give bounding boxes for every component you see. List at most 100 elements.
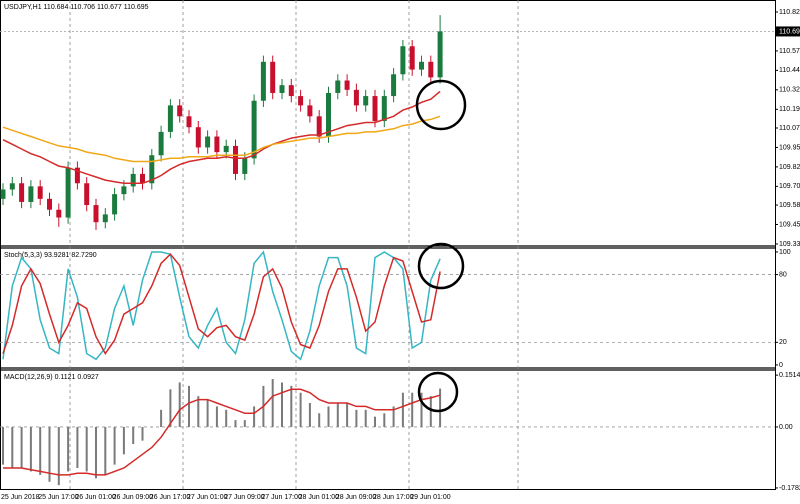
- histogram-bar: [11, 426, 14, 469]
- candle-body: [344, 80, 350, 90]
- y-tick-label: 109.825: [779, 164, 800, 171]
- candle-body: [9, 183, 15, 190]
- x-tick-label: 29 Jun 01:00: [410, 494, 451, 501]
- candle-body: [316, 116, 322, 137]
- series-line: [3, 388, 441, 476]
- histogram-bar: [234, 420, 237, 427]
- panel-title: USDJPY,H1 110.684 110.706 110.677 110.69…: [4, 4, 149, 11]
- y-tick-label: -0.1782: [779, 485, 800, 492]
- candle-body: [37, 186, 43, 199]
- histogram-bar: [104, 426, 107, 475]
- y-tick-label: 109.580: [779, 202, 800, 209]
- y-tick-label: 110.075: [779, 125, 800, 132]
- x-tick-label: 26 Jun 09:00: [113, 494, 154, 501]
- candle-body: [65, 167, 71, 218]
- histogram-bar: [225, 409, 228, 427]
- x-tick-label: 28 Jun 01:00: [299, 494, 340, 501]
- candle-body: [177, 105, 183, 117]
- y-tick-label: 0: [779, 362, 783, 369]
- candle-body: [158, 131, 164, 156]
- histogram-bar: [411, 392, 414, 427]
- y-tick-label: 0.1514: [779, 372, 800, 379]
- panel-title: MACD(12,26,9) 0.1121 0.0927: [4, 374, 99, 381]
- histogram-bar: [429, 396, 432, 427]
- y-tick-label: 0.00: [779, 424, 793, 431]
- x-tick-label: 26 Jun 17:00: [150, 494, 191, 501]
- candle-body: [167, 105, 173, 132]
- y-tick-label: 109.700: [779, 183, 800, 190]
- series-line: [2, 250, 441, 361]
- histogram-bar: [253, 406, 256, 427]
- histogram-bar: [48, 426, 51, 482]
- histogram-bar: [355, 409, 358, 427]
- candle-body: [372, 96, 378, 121]
- candle-body: [84, 183, 90, 206]
- current-price-box: [776, 26, 800, 37]
- histogram-bar: [420, 392, 423, 427]
- candle-body: [121, 186, 127, 195]
- histogram-bar: [132, 426, 135, 445]
- histogram-bar: [188, 385, 190, 427]
- candle-body: [428, 61, 434, 78]
- candle-body: [93, 205, 99, 223]
- series-line: [2, 253, 441, 356]
- candle-body: [205, 136, 211, 148]
- candle-body: [0, 189, 6, 199]
- histogram-bar: [439, 388, 442, 427]
- x-tick-label: 25 Jun 17:00: [38, 494, 79, 501]
- y-tick-label: 109.950: [779, 144, 800, 151]
- candle-body: [381, 96, 387, 121]
- candle-body: [19, 183, 25, 202]
- candle-body: [242, 158, 248, 174]
- x-tick-label: 27 Jun 01:00: [187, 494, 228, 501]
- x-tick-label: 28 Jun 09:00: [336, 494, 377, 501]
- x-tick-label: 27 Jun 17:00: [261, 494, 302, 501]
- candle-body: [437, 31, 443, 78]
- candle-body: [112, 194, 118, 215]
- histogram-bar: [113, 426, 116, 465]
- candle-body: [47, 198, 52, 210]
- candle-body: [391, 74, 397, 97]
- candle-body: [363, 96, 369, 106]
- histogram-bar: [336, 402, 339, 427]
- histogram-bar: [243, 420, 246, 427]
- candle-body: [195, 127, 201, 148]
- x-tick-label: 25 Jun 2018: [1, 494, 40, 501]
- panel-title: Stoch(5,3,3) 93.9281 82.7290: [4, 252, 97, 259]
- plot-frame: [0, 0, 776, 490]
- candle-body: [298, 96, 304, 106]
- histogram-bar: [299, 392, 302, 427]
- y-tick-label: 110.695: [779, 28, 800, 35]
- candle-body: [353, 89, 359, 106]
- y-tick-label: 100: [779, 249, 791, 256]
- histogram-bar: [364, 409, 367, 427]
- histogram-bar: [39, 426, 42, 475]
- y-tick-label: 109.455: [779, 221, 800, 228]
- candle-body: [186, 116, 192, 128]
- y-tick-label: 110.445: [779, 67, 800, 74]
- y-tick-label: 110.570: [779, 48, 800, 55]
- histogram-bar: [160, 409, 163, 427]
- x-tick-label: 27 Jun 09:00: [224, 494, 265, 501]
- histogram-bar: [57, 426, 60, 486]
- candle-body: [28, 186, 34, 202]
- candle-body: [223, 145, 229, 153]
- histogram-bar: [318, 413, 321, 427]
- y-tick-label: 109.330: [779, 241, 800, 248]
- histogram-bar: [122, 426, 125, 455]
- candle-body: [419, 61, 424, 70]
- histogram-bar: [374, 416, 376, 427]
- histogram-bar: [169, 389, 172, 427]
- histogram-bar: [29, 426, 32, 472]
- histogram-bar: [281, 382, 283, 427]
- histogram-bar: [178, 382, 181, 427]
- candle-body: [288, 85, 294, 97]
- histogram-bar: [85, 426, 88, 472]
- candle-body: [251, 100, 257, 159]
- histogram-bar: [215, 406, 218, 427]
- y-tick-label: 110.195: [779, 106, 800, 113]
- series-line: [2, 115, 441, 163]
- y-tick-label: 20: [779, 339, 787, 346]
- histogram-bar: [206, 399, 209, 427]
- histogram-bar: [2, 426, 4, 465]
